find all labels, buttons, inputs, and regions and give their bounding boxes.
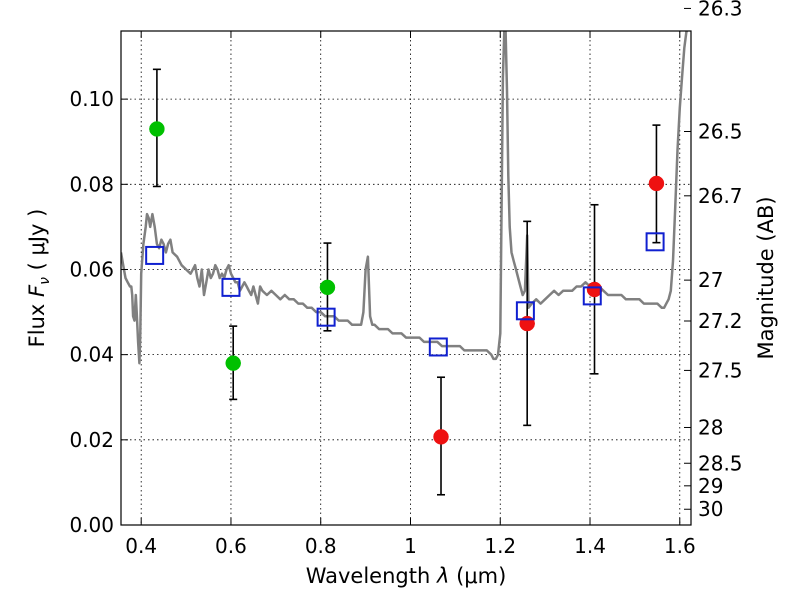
model-flux-square xyxy=(582,286,602,306)
y2-tick-label: 26.3 xyxy=(698,0,743,20)
y-tick-label: 0.06 xyxy=(69,257,114,281)
y-tick-label: 0.02 xyxy=(69,428,114,452)
x-tick-label: 0.8 xyxy=(305,534,337,558)
y2-tick-label: 27.5 xyxy=(698,358,743,382)
model-flux-square xyxy=(428,337,448,357)
y2-tick-label: 27.2 xyxy=(698,309,743,333)
model-flux-square xyxy=(221,277,241,297)
y-tick-label: 0.10 xyxy=(69,87,114,111)
model-flux-square xyxy=(316,307,336,327)
y2-tick-label: 26.5 xyxy=(698,120,743,144)
y2-tick-label: 30 xyxy=(698,497,723,521)
model-flux-square xyxy=(145,245,165,265)
y-tick-label: 0.00 xyxy=(69,513,114,537)
photometry-point xyxy=(225,355,241,371)
photometry-point xyxy=(149,121,165,137)
x-tick-label: 0.4 xyxy=(125,534,157,558)
x-tick-label: 1.4 xyxy=(574,534,606,558)
ticks: 0.4 0.6 0.8 1 1.2 1.4 1.6 0.00 0.02 0.04 0.06 0.08 0… xyxy=(69,0,742,558)
x-tick-label: 1.6 xyxy=(664,534,696,558)
y2-tick-label: 28.5 xyxy=(698,451,743,475)
x-tick-label: 1.2 xyxy=(484,534,516,558)
x-axis-title: Wavelength λ (μm) xyxy=(306,564,507,588)
model-flux-square xyxy=(645,232,665,252)
photometry-point xyxy=(319,279,336,296)
photometry-point xyxy=(586,281,603,298)
marker-layer xyxy=(145,68,665,496)
data-layer xyxy=(121,31,688,365)
y2-tick-label: 27 xyxy=(698,268,723,292)
model-flux-square xyxy=(515,301,535,321)
photometry-point xyxy=(433,429,449,445)
x-tick-label: 1 xyxy=(404,534,417,558)
y-tick-label: 0.08 xyxy=(69,172,114,196)
y2-tick-label: 26.7 xyxy=(698,184,743,208)
model-spectrum-line xyxy=(121,31,688,365)
plot-frame xyxy=(120,30,692,526)
photometry-point xyxy=(648,175,665,192)
y-tick-label: 0.04 xyxy=(69,343,114,367)
x-tick-label: 0.6 xyxy=(215,534,247,558)
y2-tick-label: 28 xyxy=(698,415,723,439)
y2-axis-title: Magnitude (AB) xyxy=(754,196,778,359)
y-axis-title: Flux Fν ( μJy ) xyxy=(25,209,53,348)
y2-tick-label: 29 xyxy=(698,474,723,498)
